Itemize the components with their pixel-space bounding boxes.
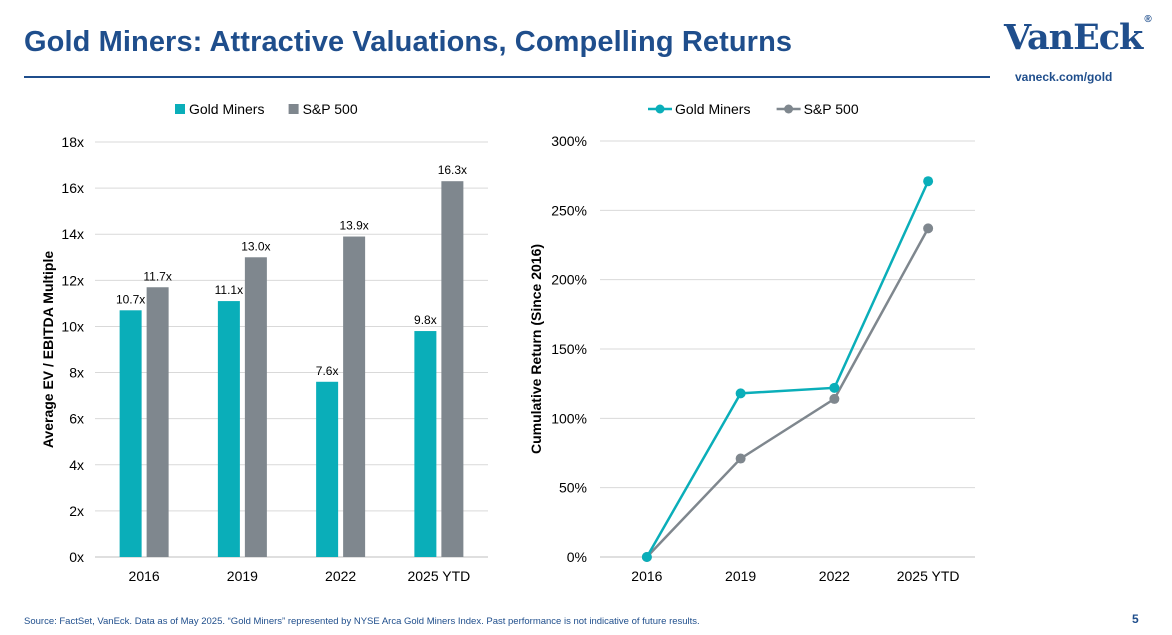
bar-data-label: 9.8x (414, 313, 437, 327)
line-point-gold-miners (641, 552, 652, 562)
line-point-gold-miners (829, 382, 840, 393)
bar-legend-swatch (288, 104, 299, 114)
bar-legend-label: Gold Miners (189, 101, 264, 117)
line-point-gold-miners (923, 176, 934, 187)
line-series-gold-miners (645, 180, 930, 558)
bar-data-label: 13.9x (339, 219, 368, 233)
bar-y-tick-label: 2x (69, 503, 84, 519)
bar-y-axis-label: Average EV / EBITDA Multiple (40, 251, 56, 449)
line-point-s-p-500 (735, 453, 746, 464)
line-point-s-p-500 (923, 223, 934, 234)
bar-legend-label: S&P 500 (303, 101, 358, 117)
bar-x-tick-label: 2022 (325, 568, 356, 584)
bar-data-label: 13.0x (241, 239, 270, 253)
line-point-s-p-500 (829, 393, 840, 404)
line-x-tick-label: 2025 YTD (897, 568, 960, 584)
bar-gold-miners (316, 381, 339, 557)
bar-data-label: 11.7x (143, 269, 171, 283)
line-y-tick-label: 200% (551, 272, 587, 288)
website-link[interactable]: vaneck.com/gold (1015, 70, 1113, 84)
bar-y-tick-label: 6x (69, 411, 84, 427)
bar-legend-swatch (175, 104, 185, 114)
bar-y-tick-label: 4x (69, 457, 84, 473)
bar-x-tick-label: 2025 YTD (407, 568, 470, 584)
bar-data-label: 16.3x (438, 163, 467, 177)
bar-s-p-500 (146, 287, 169, 557)
source-note: Source: FactSet, VanEck. Data as of May … (24, 616, 700, 627)
logo-text: VanEck (1004, 17, 1143, 58)
bar-data-label: 10.7x (116, 292, 145, 306)
line-legend-marker (784, 104, 794, 114)
bar-gold-miners (119, 310, 142, 557)
line-point-gold-miners (735, 388, 746, 399)
bar-x-tick-label: 2019 (227, 568, 258, 584)
registered-mark: ® (1144, 14, 1152, 26)
line-y-tick-label: 150% (551, 341, 587, 357)
bar-x-tick-label: 2016 (129, 568, 160, 584)
line-x-tick-label: 2016 (631, 568, 662, 584)
line-y-tick-label: 100% (551, 410, 587, 426)
line-x-tick-label: 2022 (819, 568, 850, 584)
bar-gold-miners (414, 331, 437, 557)
bar-y-tick-label: 16x (61, 180, 84, 196)
line-legend-label: S&P 500 (804, 101, 859, 117)
line-x-tick-label: 2019 (725, 568, 756, 584)
vaneck-logo: VanEck ® (1004, 14, 1152, 58)
page-title: Gold Miners: Attractive Valuations, Comp… (24, 26, 793, 58)
bar-y-tick-label: 8x (69, 365, 84, 381)
line-y-tick-label: 50% (559, 480, 587, 496)
bar-s-p-500 (343, 236, 366, 557)
bar-y-tick-label: 14x (61, 226, 84, 242)
line-series-s-p-500 (645, 227, 930, 558)
line-y-axis-label: Cumulative Return (Since 2016) (528, 244, 544, 454)
line-y-tick-label: 300% (551, 133, 587, 149)
bar-data-label: 7.6x (316, 364, 339, 378)
bar-y-tick-label: 12x (61, 272, 84, 288)
bar-y-tick-label: 18x (61, 134, 84, 150)
bar-data-label: 11.1x (215, 283, 243, 297)
line-legend-marker (655, 104, 665, 114)
bar-y-tick-label: 10x (61, 318, 84, 334)
bar-gold-miners (217, 301, 240, 557)
bar-s-p-500 (244, 257, 267, 557)
line-y-tick-label: 0% (567, 549, 587, 565)
line-y-tick-label: 250% (551, 202, 587, 218)
line-legend-label: Gold Miners (675, 101, 750, 117)
page-number: 5 (1132, 612, 1139, 626)
title-divider (24, 76, 990, 78)
bar-y-tick-label: 0x (69, 549, 84, 565)
bar-s-p-500 (441, 181, 464, 557)
